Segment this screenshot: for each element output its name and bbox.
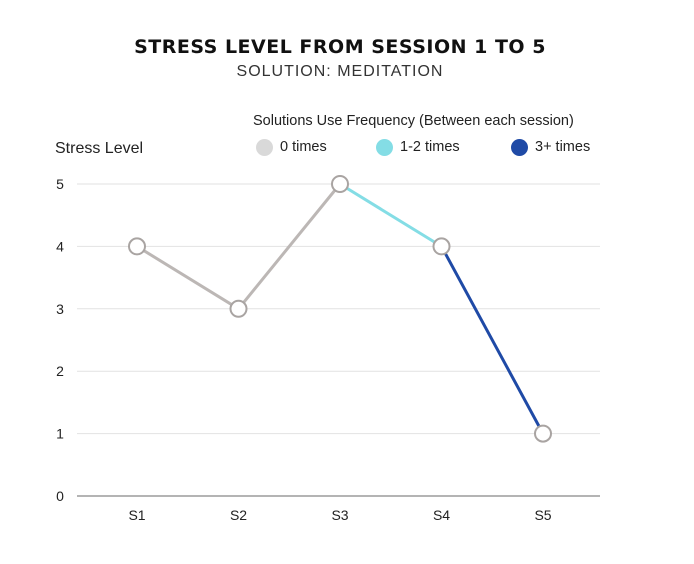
data-points <box>128 175 552 443</box>
legend-item-1-2-times: 1-2 times <box>376 137 460 157</box>
data-point-S1 <box>128 237 146 256</box>
x-tick-labels: S1 S2 S3 S4 S5 <box>128 507 551 523</box>
line-segment-S4-S5 <box>440 244 545 436</box>
legend-label-0-times: 0 times <box>280 139 327 155</box>
chart-subtitle: SOLUTION: MEDITATION <box>236 63 444 80</box>
y-tick-label-1: 1 <box>56 426 64 442</box>
y-tick-label-4: 4 <box>56 238 64 254</box>
y-tick-label-3: 3 <box>56 301 64 317</box>
y-tick-label-5: 5 <box>56 176 64 192</box>
data-point-S3 <box>331 175 349 193</box>
data-point-S5 <box>534 424 552 443</box>
legend-label-1-2-times: 1-2 times <box>400 139 460 155</box>
gridlines <box>77 183 600 497</box>
legend-label-3-plus-times: 3+ times <box>535 139 591 155</box>
line-segment-S1-S2 <box>135 244 240 311</box>
data-point-S2 <box>229 299 248 318</box>
data-point-S4 <box>432 237 451 256</box>
x-tick-label-S3: S3 <box>331 507 348 523</box>
x-tick-label-S4: S4 <box>433 507 450 523</box>
y-tick-label-0: 0 <box>56 488 64 504</box>
line-segment-S3-S4 <box>338 182 443 248</box>
y-axis-title: Stress Level <box>55 140 144 157</box>
legend-title: Solutions Use Frequency (Between each se… <box>253 113 574 129</box>
x-tick-label-S1: S1 <box>128 507 145 523</box>
legend: 0 times 1-2 times 3+ times <box>256 137 616 157</box>
legend-swatch-0-times <box>256 138 273 156</box>
y-tick-labels: 0 1 2 3 4 5 <box>56 176 64 504</box>
line-segment-S2-S3 <box>237 182 342 311</box>
line-segments <box>135 182 545 436</box>
legend-item-3-plus-times: 3+ times <box>511 137 590 157</box>
x-tick-label-S2: S2 <box>230 507 247 523</box>
legend-item-0-times: 0 times <box>256 137 327 157</box>
x-tick-label-S5: S5 <box>534 507 551 523</box>
chart-title: STRESS LEVEL FROM SESSION 1 TO 5 <box>134 36 546 58</box>
legend-swatch-1-2-times <box>376 138 393 156</box>
legend-swatch-3-plus-times <box>511 138 528 156</box>
y-tick-label-2: 2 <box>56 363 64 379</box>
